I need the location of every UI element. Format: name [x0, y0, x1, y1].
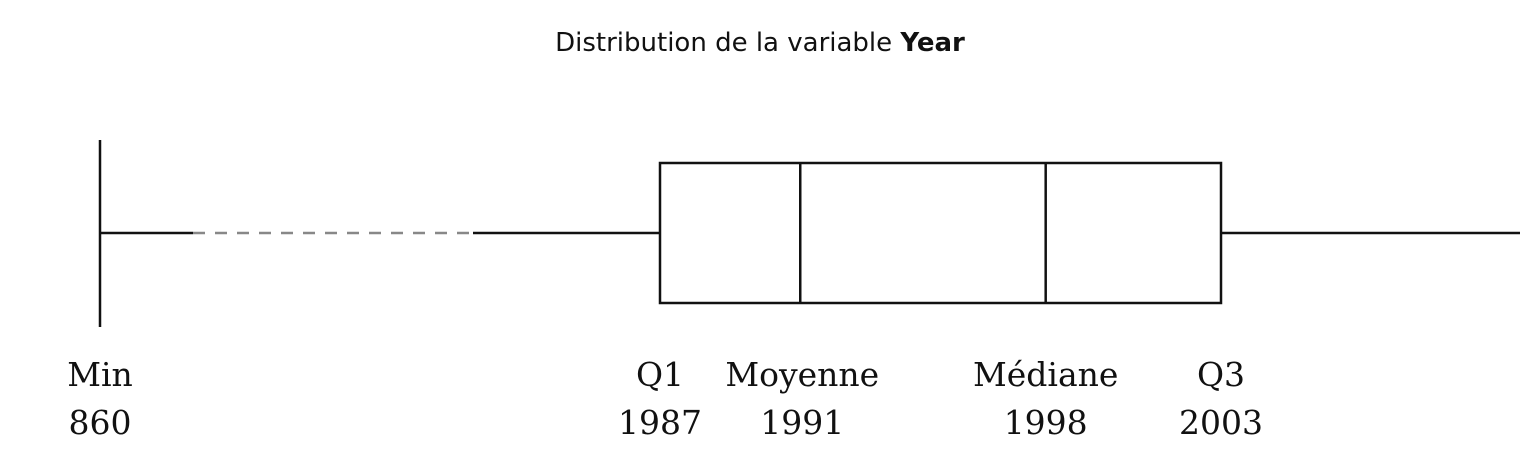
- chart-title-prefix: Distribution de la variable: [555, 28, 893, 58]
- box-layer: [98, 140, 1520, 327]
- chart-title-variable: Year: [900, 28, 965, 58]
- stat-label-q1: Q1: [636, 355, 684, 394]
- stat-label-q3: Q3: [1197, 355, 1245, 394]
- stat-label-mean: Moyenne: [725, 355, 879, 394]
- stat-value-q3: 2003: [1179, 403, 1263, 442]
- stat-value-mean: 1991: [760, 403, 844, 442]
- chart-title: Distribution de la variable Year: [0, 28, 1520, 58]
- iqr-box: [658, 161, 1223, 305]
- stat-value-median: 1998: [1004, 403, 1088, 442]
- stat-value-q1: 1987: [618, 403, 702, 442]
- label-layer: Min 860 Q1 1987 Moyenne 1991 Médiane 1998 Q3 2003…: [67, 355, 1263, 442]
- stat-value-min: 860: [69, 403, 132, 442]
- stat-label-min: Min: [67, 355, 133, 394]
- stat-label-median: Médiane: [973, 355, 1118, 394]
